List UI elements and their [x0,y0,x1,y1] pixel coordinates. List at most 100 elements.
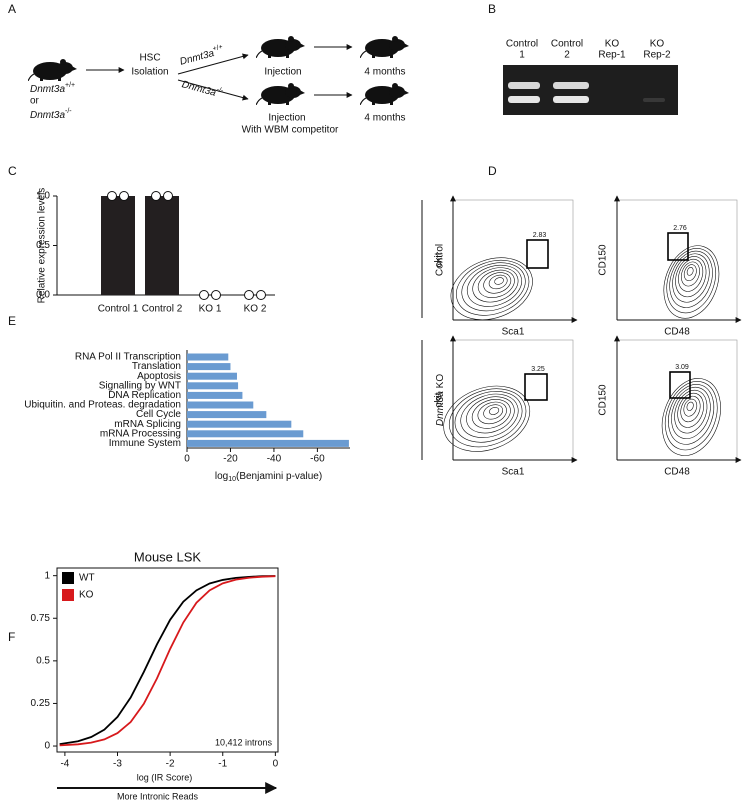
step-text: HSC [139,53,160,64]
x-axis-label: log (IR Score) [137,772,193,782]
contour [450,257,533,321]
gel-band [508,82,540,89]
mouse-icon [256,82,306,105]
y-axis-label: CD150 [598,244,609,276]
x-tick-label: -1 [218,759,227,770]
gel-band [553,96,589,103]
category-label: mRNA Splicing [114,419,181,430]
x-axis-label: Sca1 [502,327,525,338]
contour [477,401,507,425]
contour [483,404,504,420]
contour [669,250,713,308]
y-tick-label: 1.0 [36,191,50,202]
x-tick-label: 0 [273,759,279,770]
flow-plots: 2.83 ckit Sca1 2.76 CD150 CD48 3.25 ckit Sca1 3.0… [434,195,742,478]
y-tick-label: 0.0 [36,290,50,301]
bar [187,411,267,419]
replicate-point [107,191,117,201]
contour [477,269,515,298]
panel-label: D [488,164,497,178]
category-label: DNA Replication [108,390,181,401]
direction-label: More Intronic Reads [117,791,199,801]
replicate-point [163,191,173,201]
contour [454,391,523,443]
contour [466,264,522,307]
contour [461,262,526,312]
category-label: Apoptosis [137,371,181,382]
mouse-icon [28,58,78,81]
lane-label: Rep-2 [643,50,671,61]
legend-label: KO [79,590,94,601]
x-tick-label: -20 [223,454,238,465]
bar [187,420,292,428]
x-tick-label: Control 2 [142,304,183,315]
contour [494,277,504,285]
panel-label: C [8,164,17,178]
x-axis-label: log10(Benjamini p-value) [215,471,322,483]
x-axis-label: Sca1 [502,467,525,478]
bar [187,382,239,390]
gate [669,371,691,399]
category-label: RNA Pol II Transcription [75,352,181,363]
genotype: Dnmt3a-/- [30,108,72,121]
contour [471,399,511,429]
row-label: Dnmt3a KO [435,374,446,426]
replicate-point [211,290,221,300]
replicate-point [256,290,266,300]
contour [443,385,531,452]
y-axis-label: ckit [434,392,445,407]
mouse-icon [360,35,410,58]
step-text: 4 months [364,113,405,124]
contour [683,264,697,282]
contour [671,386,711,439]
replicate-point [151,191,161,201]
contour [678,258,704,292]
contour [683,398,698,417]
gel-band [508,96,540,103]
category-label: Immune System [109,438,181,449]
lane-label: 2 [564,50,570,61]
bar [187,353,229,361]
contour [686,401,694,411]
y-tick-label: 0.25 [31,698,51,709]
gene: Dnmt3a [179,48,216,68]
step-text: Injection [264,67,301,78]
x-tick-label: -60 [310,454,325,465]
category-label: Signalling by WNT [99,380,181,391]
bar [187,372,237,380]
y-tick-label: 1 [44,570,50,581]
lane-label: Control [506,39,538,50]
x-axis-label: CD48 [664,467,690,478]
y-tick-label: 0.5 [36,240,50,251]
bar [187,430,304,438]
x-tick-label: -40 [267,454,282,465]
genotype: Dnmt3a+/+ [30,82,75,95]
y-tick-label: 0.75 [31,613,51,624]
contour [460,393,519,438]
gate [667,232,689,261]
replicate-point [119,191,129,201]
y-axis-label: Relative expression levels [37,188,48,304]
lane-label: 1 [519,50,525,61]
row-label: Control [435,244,446,276]
line-series [59,575,276,747]
contour [675,256,707,298]
gel-band [643,98,665,102]
genotype: Dnmt3a-/- [181,77,225,100]
contour [488,274,508,290]
panel-label: F [8,630,15,644]
contour [666,248,716,314]
contour [456,259,530,316]
chart-title: Mouse LSK [134,549,202,564]
row-label-text: KO [435,374,446,389]
gel-image [503,65,678,115]
genotype: Dnmt3a+/+ [178,43,225,67]
plot-frame [56,567,279,753]
mouse-icon [256,35,306,58]
lane-label: Control [551,39,583,50]
step-text: With WBM competitor [242,125,339,136]
legend-swatch [62,572,74,584]
gene: Dnmt3a [30,84,65,95]
